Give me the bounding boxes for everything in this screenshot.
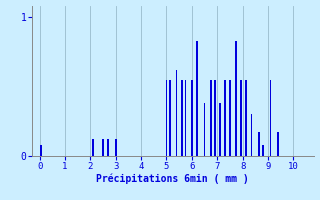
Bar — [240, 80, 242, 156]
Bar — [262, 145, 264, 156]
Bar — [269, 80, 271, 156]
Bar — [251, 114, 252, 156]
Bar — [235, 41, 237, 156]
Bar — [107, 139, 109, 156]
Bar — [115, 139, 116, 156]
Bar — [214, 80, 216, 156]
Bar — [224, 80, 226, 156]
Bar — [169, 80, 171, 156]
Bar — [277, 132, 279, 156]
Bar — [185, 80, 186, 156]
Bar — [176, 70, 178, 156]
Bar — [219, 103, 220, 156]
Bar — [258, 132, 260, 156]
Bar — [191, 80, 193, 156]
Bar — [40, 145, 42, 156]
Bar — [92, 139, 94, 156]
Bar — [181, 80, 183, 156]
Bar — [229, 80, 231, 156]
Bar — [165, 80, 167, 156]
Bar — [204, 103, 205, 156]
X-axis label: Précipitations 6min ( mm ): Précipitations 6min ( mm ) — [96, 173, 249, 184]
Bar — [245, 80, 247, 156]
Bar — [196, 41, 198, 156]
Bar — [102, 139, 104, 156]
Bar — [210, 80, 212, 156]
